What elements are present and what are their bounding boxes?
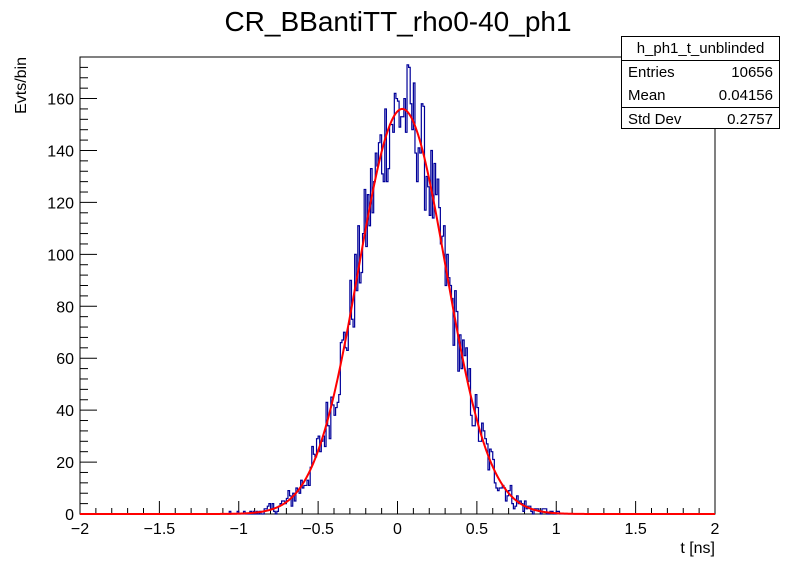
stats-value: 0.2757 [727, 111, 773, 128]
x-tick-label: −0.5 [302, 521, 334, 538]
x-tick-label: 1.5 [625, 521, 647, 538]
gaussian-fit-curve [80, 107, 715, 515]
stats-value: 0.04156 [718, 87, 773, 104]
x-tick-label: 0 [393, 521, 402, 538]
chart-title: CR_BBantiTT_rho0-40_ph1 [224, 6, 572, 37]
x-tick-label: −2 [71, 521, 89, 538]
histogram-series [80, 64, 715, 515]
y-tick-label: 100 [47, 247, 74, 264]
stats-row-entries: Entries 10656 [622, 61, 779, 84]
x-tick-label: 2 [711, 521, 720, 538]
axis-ticks [79, 66, 716, 515]
stats-label: Mean [628, 87, 666, 104]
stats-label: Std Dev [628, 111, 682, 128]
y-tick-label: 20 [56, 455, 74, 472]
axis-tick-labels: −2 −1.5 −1 −0.5 0 0.5 1 1.5 20204060801001201401… [47, 92, 719, 538]
y-tick-label: 160 [47, 92, 74, 109]
stats-label: Entries [628, 64, 675, 81]
x-tick-label: −1.5 [144, 521, 176, 538]
stats-row-stddev: Std Dev 0.2757 [622, 107, 779, 131]
y-axis-label: Evts/bin [13, 57, 30, 114]
x-tick-label: 1 [552, 521, 561, 538]
y-tick-label: 60 [56, 351, 74, 368]
stats-row-mean: Mean 0.04156 [622, 84, 779, 107]
x-tick-label: 0.5 [466, 521, 488, 538]
x-axis-label: t [ns] [680, 540, 715, 557]
y-tick-label: 0 [65, 507, 74, 524]
y-tick-label: 80 [56, 299, 74, 316]
y-tick-label: 40 [56, 403, 74, 420]
x-tick-label: −1 [230, 521, 248, 538]
plot-frame [79, 56, 716, 515]
y-tick-label: 140 [47, 143, 74, 160]
stats-box: h_ph1_t_unblinded Entries 10656 Mean 0.0… [621, 36, 780, 129]
y-tick-label: 120 [47, 195, 74, 212]
stats-box-title: h_ph1_t_unblinded [622, 37, 779, 61]
stats-value: 10656 [731, 64, 773, 81]
